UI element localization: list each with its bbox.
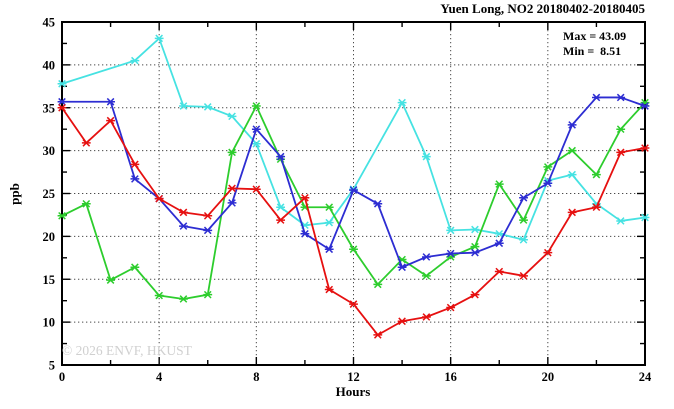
x-tick-label: 8 [253,370,259,384]
x-tick-label: 16 [444,370,457,384]
y-tick-label: 5 [49,359,55,373]
series-line-green [61,101,646,300]
y-axis-label: ppb [7,183,22,205]
x-tick-label: 24 [639,370,652,384]
legend-max-line: Max = 43.09 [563,29,627,43]
y-tick-label: 40 [43,58,56,72]
legend-min-line: Min = 8.51 [563,43,622,58]
series-markers-cyan [57,34,650,244]
y-tick-label: 15 [43,273,56,287]
series-line-red [61,107,646,336]
max-min-legend: Max = 43.09 Min = 8.51 [563,29,626,58]
series-markers-green [57,98,650,303]
series-markers-red [57,103,650,339]
y-tick-label: 10 [43,316,56,330]
x-tick-label: 0 [59,370,65,384]
x-tick-label: 12 [347,370,360,384]
series-line-blue [62,96,646,269]
y-tick-label: 45 [43,16,56,30]
chart-title: Yuen Long, NO2 20180402-20180405 [440,1,645,16]
y-tick-label: 35 [43,101,56,115]
series-line-cyan [61,37,646,241]
x-axis-label: Hours [335,384,371,399]
plot-frame [61,21,646,366]
x-tick-label: 20 [542,370,555,384]
watermark: © 2026 ENVF, HKUST [62,343,192,358]
y-tick-label: 20 [43,230,56,244]
y-tick-label: 30 [43,144,56,158]
y-tick-label: 25 [43,187,56,201]
series-markers-blue [57,93,650,272]
x-tick-label: 4 [156,370,163,384]
